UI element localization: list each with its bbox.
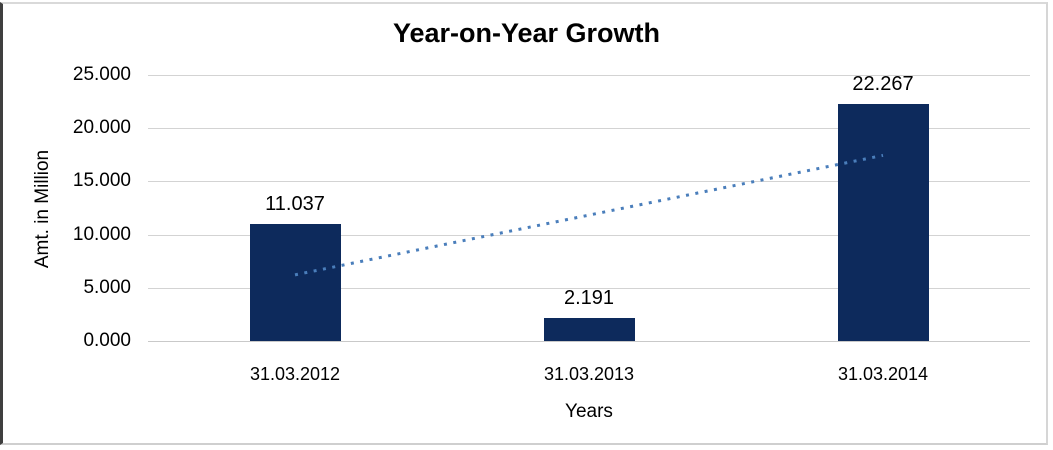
x-tick-label: 31.03.2013 [543, 364, 635, 384]
bar [544, 318, 635, 341]
bar [250, 224, 341, 341]
bar-value-label: 22.267 [852, 73, 914, 95]
x-tick-label: 31.03.2014 [837, 364, 929, 384]
bar-value-label: 11.037 [265, 193, 325, 215]
x-axis-title: Years [565, 401, 613, 422]
bar [838, 104, 929, 341]
y-tick-label: 0.000 [83, 330, 131, 351]
y-tick-label: 10.000 [72, 224, 131, 245]
x-tick-label: 31.03.2012 [249, 364, 341, 384]
bar-value-label: 2.191 [563, 287, 615, 309]
gridline [148, 75, 1030, 76]
y-tick-label: 20.000 [72, 117, 131, 138]
gridline [148, 128, 1030, 129]
y-tick-label: 15.000 [72, 170, 131, 191]
y-tick-label: 25.000 [72, 64, 131, 85]
y-tick-label: 5.000 [83, 277, 131, 298]
gridline [148, 288, 1030, 289]
chart-title: Year-on-Year Growth [392, 18, 661, 48]
gridline [148, 341, 1030, 342]
